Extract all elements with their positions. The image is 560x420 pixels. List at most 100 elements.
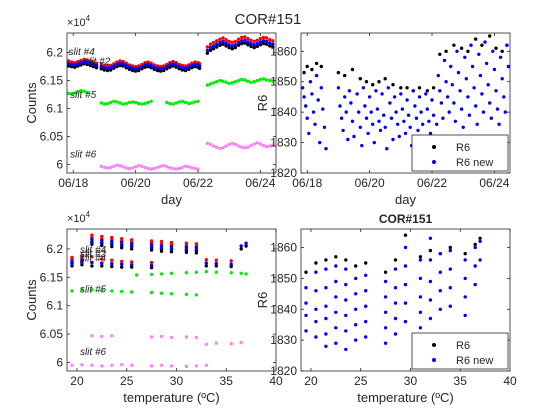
data-point [162, 66, 166, 71]
data-point [314, 307, 318, 311]
data-point [194, 293, 199, 297]
data-point [438, 289, 442, 293]
data-point [218, 40, 222, 45]
data-point [162, 164, 166, 168]
y-tick-label: 6 [56, 158, 63, 172]
data-point [73, 91, 77, 95]
data-point [249, 41, 253, 46]
y-tick-label: 6.15 [40, 270, 64, 284]
data-point [196, 167, 200, 171]
data-point [364, 289, 368, 293]
data-point [110, 264, 114, 269]
data-point [204, 363, 208, 367]
data-point [100, 288, 104, 292]
data-point [452, 43, 456, 47]
data-point [448, 267, 452, 271]
data-point [252, 80, 256, 84]
data-point [233, 39, 238, 44]
data-point [500, 49, 504, 53]
data-point [334, 255, 338, 259]
data-point [91, 62, 96, 67]
y-tick-label: 1860 [270, 241, 297, 255]
data-point [344, 347, 348, 352]
data-point [190, 101, 194, 105]
data-point [146, 166, 150, 171]
data-point [383, 125, 387, 129]
data-point [88, 61, 93, 65]
data-point [459, 46, 464, 50]
data-point [105, 166, 110, 170]
y-tick-label: 6.1 [46, 102, 63, 116]
data-point [428, 316, 433, 321]
data-point [143, 101, 147, 106]
data-point [258, 142, 263, 146]
data-point [403, 233, 408, 237]
data-point [124, 166, 128, 170]
data-point [127, 65, 132, 69]
data-point [221, 79, 225, 83]
data-point [100, 257, 104, 261]
data-point [264, 39, 269, 44]
data-point [180, 99, 185, 104]
data-point [334, 310, 338, 314]
y-tick-label: 6 [56, 355, 63, 369]
data-point [439, 101, 444, 105]
data-point [371, 122, 375, 127]
data-point [184, 292, 189, 296]
data-point [402, 119, 406, 124]
data-point [364, 116, 369, 120]
data-point [194, 270, 199, 274]
data-point [246, 43, 250, 47]
x-tick-label: 06/24 [479, 176, 509, 190]
data-point [230, 44, 234, 48]
data-point [180, 165, 185, 170]
data-point [90, 255, 94, 259]
slit-annotation: slit #2 [80, 249, 107, 260]
figure-suptitle: COR#151 [235, 11, 302, 28]
data-point [483, 40, 487, 44]
data-point [121, 165, 125, 169]
data-point [418, 295, 423, 299]
data-point [264, 42, 269, 46]
data-point [240, 77, 244, 82]
data-point [240, 145, 244, 149]
data-point [403, 264, 408, 268]
data-point [488, 34, 492, 38]
data-point [165, 100, 169, 105]
panel-4: 20 25 30 35 4018201830184018501860temperatur… [255, 212, 517, 405]
data-point [372, 140, 376, 145]
data-point [371, 83, 375, 87]
data-point [319, 64, 323, 69]
data-point [310, 92, 314, 96]
data-point [324, 316, 328, 321]
data-point [271, 143, 275, 147]
data-point [369, 110, 373, 114]
x-tick-label: 20 [304, 374, 318, 388]
x-tick-label: 25 [354, 374, 368, 388]
data-point [355, 92, 359, 96]
legend: R6 R6 new [411, 134, 509, 172]
data-point [208, 42, 213, 46]
data-point [99, 64, 104, 69]
data-point [211, 47, 216, 51]
data-point [208, 142, 213, 147]
data-point [354, 276, 358, 281]
data-point [149, 364, 154, 368]
data-point [70, 363, 74, 367]
data-point [214, 270, 218, 274]
data-point [110, 363, 114, 367]
data-point [224, 38, 228, 42]
data-point [90, 242, 94, 246]
data-point [143, 63, 147, 67]
data-point [502, 95, 506, 99]
data-point [211, 144, 216, 148]
data-point [137, 164, 141, 168]
data-point [100, 261, 104, 265]
data-point [249, 143, 253, 148]
data-point [187, 65, 191, 69]
data-point [255, 38, 259, 42]
data-point [227, 43, 231, 47]
data-point [314, 61, 319, 66]
data-point [193, 166, 197, 171]
data-point [149, 335, 154, 339]
